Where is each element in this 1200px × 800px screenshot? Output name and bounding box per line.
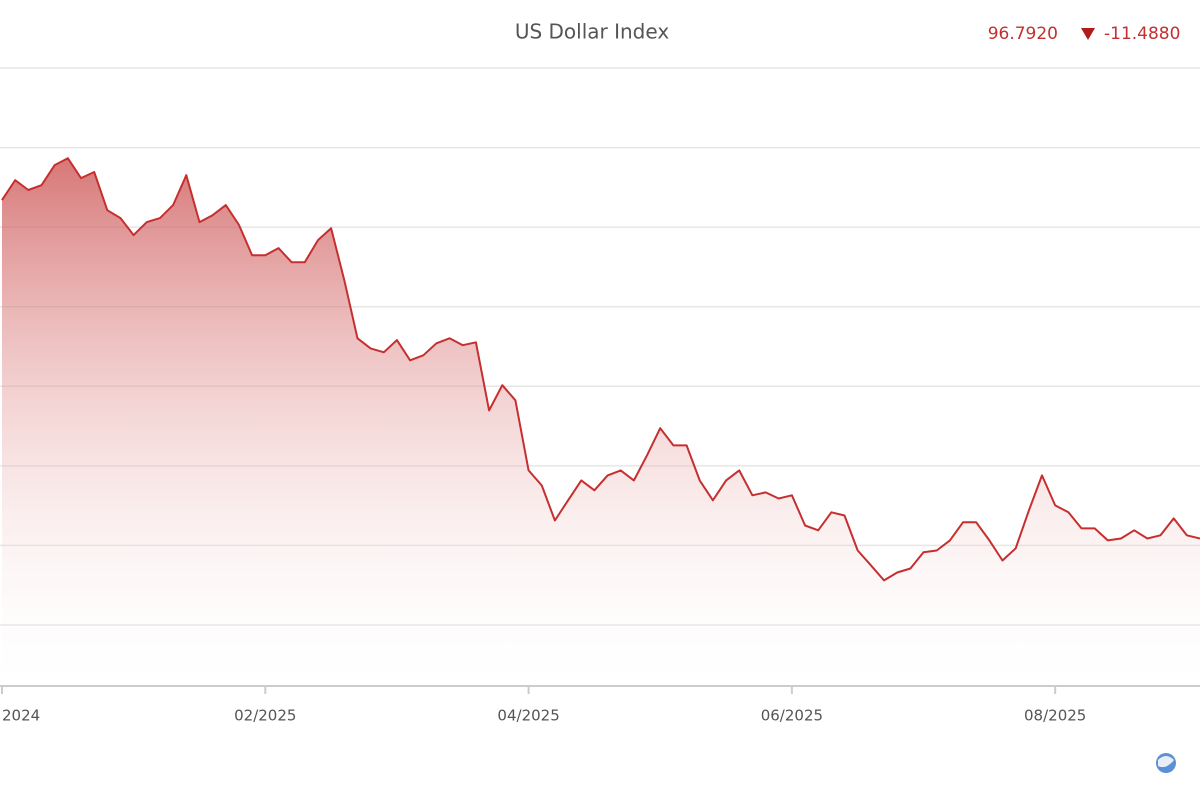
- x-tick-label: 04/2025: [497, 707, 559, 725]
- x-tick-label: 2024: [2, 707, 40, 725]
- x-tick-label: 06/2025: [761, 707, 823, 725]
- x-tick-label: 08/2025: [1024, 707, 1086, 725]
- line: [1, 157, 1200, 582]
- x-tick-label: 02/2025: [234, 707, 296, 725]
- area-fill: [2, 158, 1200, 686]
- plot-area: 2024 02/2025 04/2025 06/2025 08/2025: [0, 67, 1200, 725]
- change: -11.4880: [1104, 24, 1180, 44]
- logo-icon-detail: [1158, 756, 1174, 768]
- chart-title: US Dollar Index: [515, 20, 670, 44]
- down-arrow-icon: [1081, 28, 1095, 40]
- price: 96.7920: [988, 24, 1058, 44]
